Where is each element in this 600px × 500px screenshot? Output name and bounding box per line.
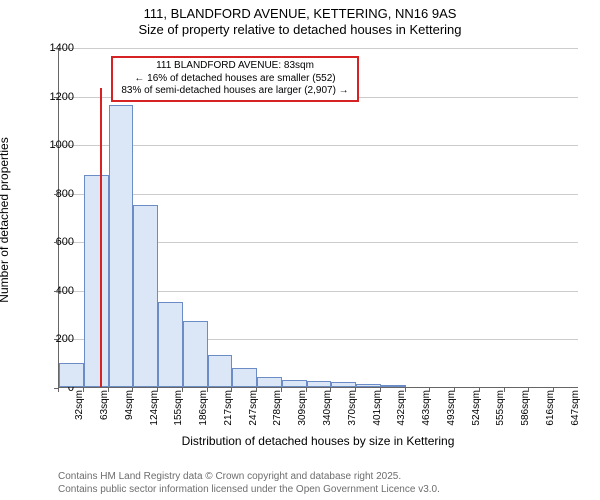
xtick-label: 124sqm xyxy=(149,390,160,426)
xtick-label: 340sqm xyxy=(322,390,333,426)
xtick-label: 186sqm xyxy=(198,390,209,426)
xtick-label: 155sqm xyxy=(173,390,184,426)
ytick-mark xyxy=(54,242,58,243)
plot-area: 111 BLANDFORD AVENUE: 83sqm← 16% of deta… xyxy=(58,48,578,388)
xtick-label: 401sqm xyxy=(372,390,383,426)
ytick-mark xyxy=(54,194,58,195)
histogram-bar xyxy=(158,302,183,387)
histogram-bar xyxy=(133,205,158,387)
xtick-mark xyxy=(355,388,356,392)
xtick-label: 370sqm xyxy=(347,390,358,426)
ytick-mark xyxy=(54,145,58,146)
attribution-footer: Contains HM Land Registry data © Crown c… xyxy=(58,471,440,496)
xtick-mark xyxy=(108,388,109,392)
xtick-label: 432sqm xyxy=(396,390,407,426)
xtick-mark xyxy=(157,388,158,392)
histogram-bar xyxy=(381,385,406,387)
histogram-bar xyxy=(282,380,307,387)
chart-container: Number of detached properties 111 BLANDF… xyxy=(0,40,600,455)
xtick-mark xyxy=(132,388,133,392)
ytick-mark xyxy=(54,291,58,292)
xtick-mark xyxy=(207,388,208,392)
annotation-line: ← 16% of detached houses are smaller (55… xyxy=(117,73,353,86)
x-axis-label: Distribution of detached houses by size … xyxy=(58,434,578,448)
xtick-label: 217sqm xyxy=(223,390,234,426)
xtick-label: 647sqm xyxy=(570,390,581,426)
xtick-label: 63sqm xyxy=(99,390,110,420)
xtick-mark xyxy=(553,388,554,392)
annotation-line: 83% of semi-detached houses are larger (… xyxy=(117,85,353,98)
xtick-label: 94sqm xyxy=(124,390,135,420)
property-marker-line xyxy=(100,88,102,387)
xtick-mark xyxy=(330,388,331,392)
histogram-bar xyxy=(257,377,282,387)
footer-line-1: Contains HM Land Registry data © Crown c… xyxy=(58,471,440,484)
xtick-label: 278sqm xyxy=(272,390,283,426)
title-line-2: Size of property relative to detached ho… xyxy=(0,22,600,38)
histogram-bar xyxy=(183,321,208,387)
histogram-bar xyxy=(109,105,134,387)
xtick-label: 524sqm xyxy=(471,390,482,426)
xtick-label: 463sqm xyxy=(421,390,432,426)
xtick-label: 32sqm xyxy=(74,390,85,420)
ytick-mark xyxy=(54,48,58,49)
histogram-bar xyxy=(59,363,84,387)
xtick-mark xyxy=(528,388,529,392)
annotation-box: 111 BLANDFORD AVENUE: 83sqm← 16% of deta… xyxy=(111,56,359,102)
xtick-mark xyxy=(58,388,59,392)
histogram-bar xyxy=(84,175,109,388)
xtick-mark xyxy=(429,388,430,392)
xtick-mark xyxy=(479,388,480,392)
xtick-label: 493sqm xyxy=(446,390,457,426)
ytick-mark xyxy=(54,339,58,340)
xtick-mark xyxy=(306,388,307,392)
xtick-mark xyxy=(504,388,505,392)
xtick-label: 586sqm xyxy=(520,390,531,426)
histogram-bar xyxy=(232,368,257,387)
xtick-mark xyxy=(231,388,232,392)
histogram-bar xyxy=(356,384,381,387)
gridline xyxy=(59,145,578,146)
ytick-mark xyxy=(54,97,58,98)
histogram-bar xyxy=(307,381,332,387)
footer-line-2: Contains public sector information licen… xyxy=(58,484,440,497)
xtick-label: 247sqm xyxy=(248,390,259,426)
xtick-label: 309sqm xyxy=(297,390,308,426)
xtick-mark xyxy=(182,388,183,392)
chart-title-block: 111, BLANDFORD AVENUE, KETTERING, NN16 9… xyxy=(0,0,600,39)
xtick-mark xyxy=(405,388,406,392)
xtick-mark xyxy=(454,388,455,392)
xtick-mark xyxy=(256,388,257,392)
xtick-mark xyxy=(281,388,282,392)
histogram-bar xyxy=(208,355,233,387)
xtick-label: 616sqm xyxy=(545,390,556,426)
gridline xyxy=(59,48,578,49)
title-line-1: 111, BLANDFORD AVENUE, KETTERING, NN16 9… xyxy=(0,6,600,22)
xtick-label: 555sqm xyxy=(495,390,506,426)
histogram-bar xyxy=(331,382,356,387)
xtick-mark xyxy=(380,388,381,392)
gridline xyxy=(59,194,578,195)
annotation-line: 111 BLANDFORD AVENUE: 83sqm xyxy=(117,60,353,73)
xtick-mark xyxy=(83,388,84,392)
y-axis-label: Number of detached properties xyxy=(0,137,11,302)
